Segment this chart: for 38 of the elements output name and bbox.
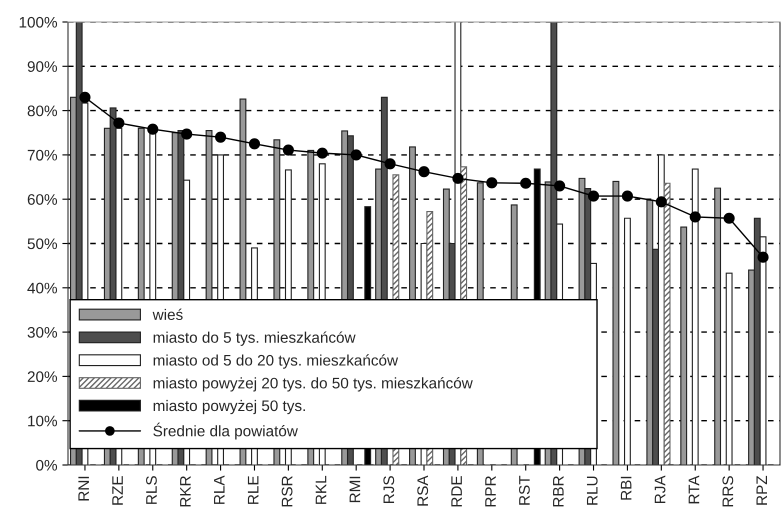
y-tick-label: 40% bbox=[27, 282, 58, 294]
y-tick-label: 80% bbox=[28, 105, 58, 116]
x-tick-label: RLA bbox=[214, 475, 225, 504]
x-tick-label: RKR bbox=[180, 476, 191, 506]
legend-label: miasto od 5 do 20 tys. mieszkańców bbox=[154, 354, 398, 369]
x-tick-label: RSA bbox=[417, 475, 428, 506]
y-tick-label: 90% bbox=[28, 61, 58, 72]
y-tick-label: 100% bbox=[20, 16, 58, 28]
y-tick-label: 60% bbox=[28, 194, 58, 205]
y-tick-label: 0% bbox=[36, 460, 58, 471]
x-tick-label: RKL bbox=[316, 476, 326, 504]
x-tick-label: RPZ bbox=[756, 476, 767, 505]
legend-label: miasto powyżej 50 tys. bbox=[154, 400, 305, 414]
legend-label: miasto do 5 tys. mieszkańców bbox=[154, 331, 356, 346]
x-tick-label: RPR bbox=[485, 476, 496, 506]
x-tick-label: RJA bbox=[654, 475, 666, 504]
x-tick-label: RMI bbox=[350, 476, 360, 502]
x-tick-label: RLU bbox=[586, 476, 598, 505]
legend-label: wieś bbox=[152, 308, 183, 320]
x-tick-label: RBI bbox=[620, 476, 632, 500]
legend-label: Średnie dla powiatów bbox=[153, 422, 298, 440]
x-tick-label: RLE bbox=[248, 476, 258, 504]
x-tick-label: RRS bbox=[722, 476, 734, 506]
x-tick-label: RSR bbox=[282, 476, 292, 506]
x-tick-label: RBR bbox=[553, 476, 564, 506]
x-tick-label: RST bbox=[518, 476, 530, 505]
x-tick-label: RJS bbox=[383, 476, 394, 504]
y-tick-label: 50% bbox=[28, 238, 58, 250]
x-tick-label: RZE bbox=[112, 476, 123, 505]
x-tick-label: RNI bbox=[78, 476, 89, 500]
x-tick-label: RTA bbox=[688, 475, 700, 504]
legend-label: miasto powyżej 20 tys. do 50 tys. mieszkańców bbox=[154, 377, 473, 392]
y-tick-label: 20% bbox=[28, 371, 58, 382]
y-tick-label: 10% bbox=[28, 416, 58, 426]
y-tick-label: 30% bbox=[28, 326, 58, 338]
x-tick-label: RLS bbox=[146, 476, 157, 504]
y-tick-label: 70% bbox=[28, 150, 58, 161]
x-tick-label: RDE bbox=[451, 476, 462, 506]
